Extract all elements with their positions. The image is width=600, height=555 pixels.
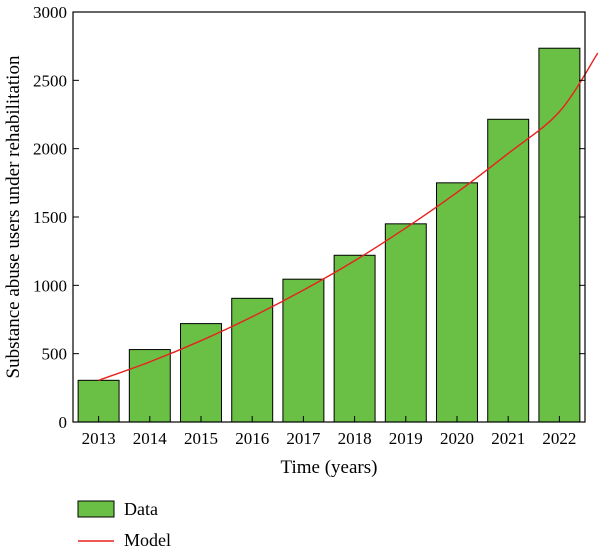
y-tick-label: 2000 — [33, 140, 67, 159]
y-tick-label: 500 — [42, 345, 68, 364]
bar-2016 — [231, 297, 274, 423]
bar-2018 — [333, 254, 376, 423]
bar-2021 — [487, 118, 530, 423]
bar-2014 — [128, 349, 171, 423]
y-axis: 0 500 1000 1500 2000 2500 3000 — [33, 3, 585, 432]
bar-2022 — [538, 47, 581, 423]
y-tick-label: 2500 — [33, 71, 67, 90]
bars-group — [77, 47, 581, 423]
x-tick-label: 2021 — [491, 429, 525, 448]
bar-2017 — [282, 278, 325, 423]
y-tick-label: 0 — [59, 413, 68, 432]
bar-2020 — [436, 182, 478, 423]
x-tick-label: 2018 — [338, 429, 372, 448]
x-tick-label: 2019 — [389, 429, 423, 448]
legend-label-data: Data — [124, 499, 158, 519]
bar-2019 — [384, 223, 427, 423]
model-line — [98, 52, 599, 381]
y-tick-label: 3000 — [33, 3, 67, 22]
x-tick-label: 2015 — [184, 429, 218, 448]
x-axis: 2013 2014 2015 2016 2017 2018 2019 2020 2021 2022 — [82, 416, 576, 448]
x-tick-label: 2014 — [133, 429, 168, 448]
x-tick-label: 2022 — [542, 429, 576, 448]
y-tick-label: 1000 — [33, 276, 67, 295]
x-tick-label: 2016 — [235, 429, 269, 448]
x-axis-label: Time (years) — [281, 457, 378, 478]
legend: Data Model — [77, 499, 171, 550]
bar-2015 — [180, 323, 222, 423]
legend-swatch-data — [77, 500, 115, 518]
y-tick-label: 1500 — [33, 208, 67, 227]
bar-2013 — [77, 379, 120, 423]
legend-label-model: Model — [124, 530, 171, 550]
y-axis-label: Substance abuse users under rehabilitati… — [3, 55, 24, 378]
x-tick-label: 2020 — [440, 429, 474, 448]
x-tick-label: 2013 — [82, 429, 116, 448]
x-tick-label: 2017 — [286, 429, 321, 448]
